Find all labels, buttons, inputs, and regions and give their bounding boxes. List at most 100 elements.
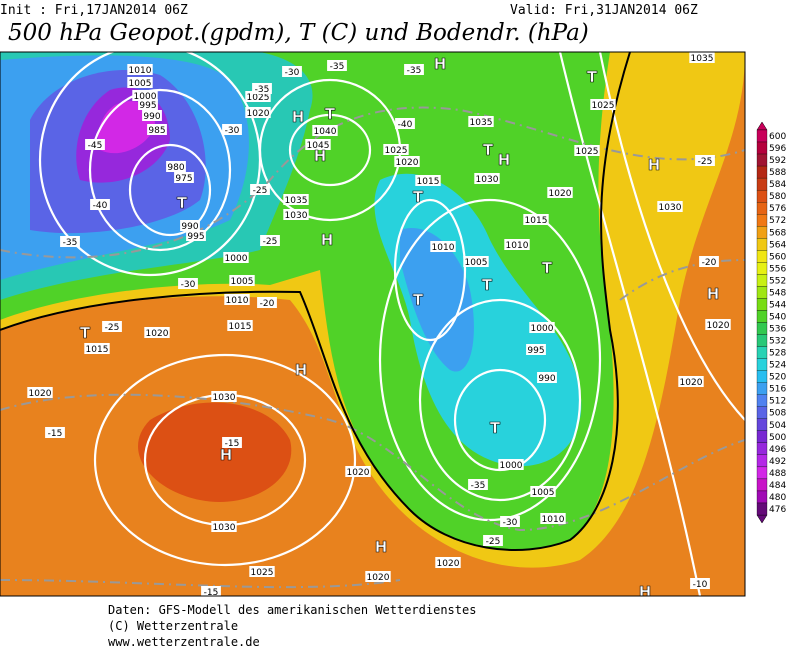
colorbar-label: 548 [769, 288, 786, 298]
temperature-label-box [222, 437, 242, 448]
temperature-label: -30 [225, 126, 240, 136]
pressure-center: H [321, 231, 334, 249]
temperature-label-box [45, 427, 65, 438]
pressure-center: H [314, 147, 327, 165]
isobar-label-box [127, 64, 153, 75]
valid-label: Valid: Fri,31JAN2014 06Z [510, 3, 698, 18]
isobar-label: 990 [143, 112, 160, 122]
colorbar-label: 588 [769, 168, 786, 178]
colorbar-swatch [756, 214, 768, 227]
colorbar-swatch [756, 454, 768, 468]
temperature-label-box [222, 124, 242, 135]
footer-line: www.wetterzentrale.de [108, 635, 260, 648]
isobar-label: 1025 [251, 568, 274, 578]
pressure-center: H [375, 538, 388, 556]
temperature-label: -35 [471, 481, 486, 491]
isobar-label: 1000 [500, 461, 523, 471]
warm-core [138, 402, 292, 502]
isobar-label-box [144, 327, 170, 338]
isobar-label: 1010 [542, 515, 565, 525]
colorbar-label: 528 [769, 349, 786, 359]
isobar-label-box [138, 99, 158, 110]
isobar-label: 1000 [531, 324, 554, 334]
temperature-label: -20 [260, 299, 275, 309]
temperature-label: -15 [225, 439, 240, 449]
colorbar-swatch [756, 250, 768, 263]
isobar-label-box [283, 209, 309, 220]
isobar-label: 1040 [314, 127, 337, 137]
pressure-center: T [413, 291, 424, 309]
isobar-label-box [223, 252, 249, 263]
isobar-label: 1025 [576, 147, 599, 157]
isobar-label: 1030 [659, 203, 682, 213]
temperature-label-box [85, 139, 105, 150]
colorbar-swatch [756, 286, 768, 299]
pressure-center: H [434, 55, 447, 73]
colorbar-swatch [756, 165, 768, 179]
isobar-label: 990 [181, 222, 198, 232]
isobar-label-box [186, 230, 206, 241]
pressure-center: T [325, 105, 336, 123]
footer-line: (C) Wetterzentrale [108, 619, 238, 633]
isobar-label-box [132, 90, 158, 101]
colorbar-label: 484 [769, 481, 786, 491]
isobar-label: 1005 [231, 277, 254, 287]
isobar-label: 1005 [129, 79, 152, 89]
colorbar-cap [756, 121, 768, 131]
temperature-label: -40 [398, 120, 413, 130]
isobar-label-box [689, 52, 715, 63]
isobar-label-box [383, 144, 409, 155]
pressure-center: T [80, 324, 91, 342]
colorbar-swatch [756, 141, 768, 155]
temperature-label-box [500, 516, 520, 527]
temperature-label-box [250, 184, 270, 195]
isobar-label-box [174, 172, 194, 183]
temperature-label: -25 [698, 157, 713, 167]
isobar-label-box [705, 319, 731, 330]
colorbar-swatch [756, 478, 768, 492]
isobar-label: 1035 [470, 118, 493, 128]
isobar-label: 1020 [367, 573, 390, 583]
isobar-label: 1020 [247, 109, 270, 119]
pressure-center: H [295, 361, 308, 379]
isobar-label-box [365, 571, 391, 582]
temperature-label: -10 [693, 580, 708, 590]
colorbar-label: 556 [769, 264, 786, 274]
colorbar-label: 564 [769, 240, 786, 250]
isobar-lines [38, 52, 745, 596]
colorbar-swatch [756, 502, 768, 516]
colorbar-label: 600 [769, 132, 786, 142]
pressure-center: T [542, 259, 553, 277]
colorbar-label: 512 [769, 397, 786, 407]
colorbar-swatch [756, 153, 768, 167]
isobar-label-box [574, 145, 600, 156]
temperature-label: -35 [330, 62, 345, 72]
temperature-label-box [102, 321, 122, 332]
isobar-label-box [468, 116, 494, 127]
colorbar-label: 584 [769, 180, 786, 190]
isobar-label: 1005 [465, 258, 488, 268]
colorbar-label: 592 [769, 156, 786, 166]
isobar-label: 1020 [549, 189, 572, 199]
isobar-label-box [127, 77, 153, 88]
isobar-label: 995 [187, 232, 204, 242]
pressure-center: H [292, 108, 305, 126]
colorbar-label: 492 [769, 457, 786, 467]
isobar-label-box [345, 466, 371, 477]
colorbar-label: 496 [769, 445, 786, 455]
colorbar-swatch [756, 406, 768, 419]
isobar-label-box [166, 161, 186, 172]
temperature-label-box [252, 83, 272, 94]
colorbar-label: 536 [769, 325, 786, 335]
isobar-label: 995 [527, 346, 544, 356]
isobar-label-box [249, 566, 275, 577]
isobar-label-box [523, 214, 549, 225]
isobar-label: 975 [175, 174, 192, 184]
colorbar-swatch [756, 418, 768, 431]
colorbar-label: 596 [769, 144, 786, 154]
isobar-label: 1035 [691, 54, 714, 64]
isobar-label-box [415, 175, 441, 186]
temperature-label-box [60, 236, 80, 247]
colorbar-label: 488 [769, 469, 786, 479]
isobar-label: 1020 [680, 378, 703, 388]
